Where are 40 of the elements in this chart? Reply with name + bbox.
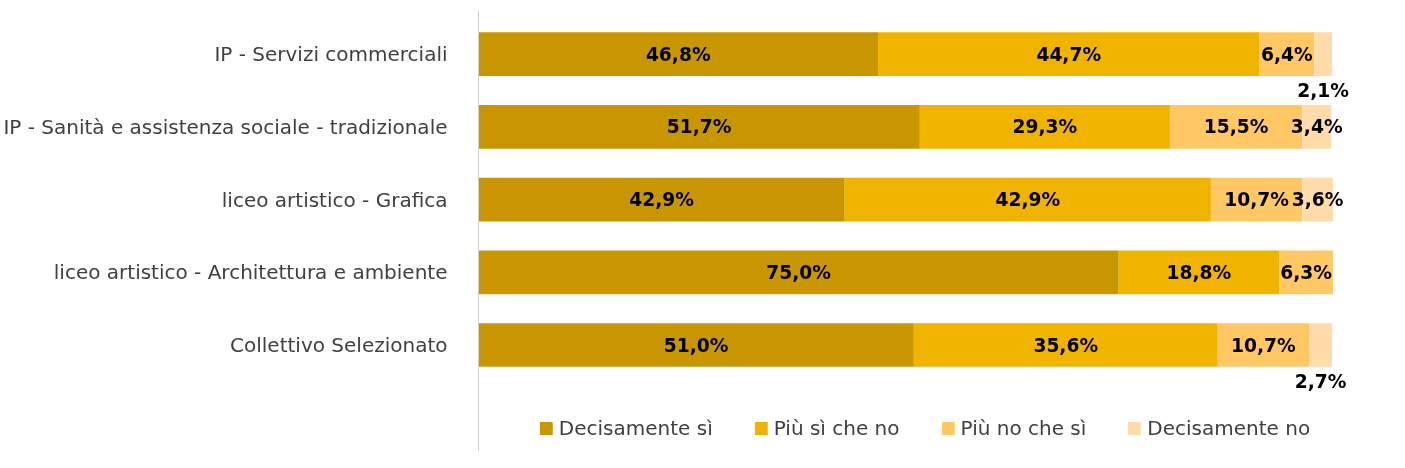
bar <box>1314 32 1333 76</box>
bar <box>1118 250 1280 295</box>
bar <box>1309 323 1333 367</box>
data-label: 42,9% <box>995 189 1061 211</box>
data-label: 3,6% <box>1291 189 1344 211</box>
legend-label: Decisamente no <box>1147 416 1311 440</box>
bar <box>844 177 1211 222</box>
data-label: 44,7% <box>1036 43 1102 65</box>
legend-label: Decisamente sì <box>558 416 713 440</box>
bar <box>877 32 1260 76</box>
data-label: 75,0% <box>766 261 832 283</box>
data-label: 51,0% <box>663 334 729 356</box>
data-label: 29,3% <box>1012 116 1078 138</box>
data-label: 3,4% <box>1290 116 1343 138</box>
data-label: 6,4% <box>1260 43 1314 65</box>
bar <box>919 105 1170 149</box>
data-label: 10,7% <box>1224 189 1290 211</box>
data-label: 10,7% <box>1231 334 1297 356</box>
bar <box>478 105 920 149</box>
data-label: 2,1% <box>1297 79 1350 101</box>
data-label: 46,8% <box>645 43 711 65</box>
data-label: 6,3% <box>1280 261 1333 283</box>
data-label: 35,6% <box>1033 334 1099 356</box>
data-label: 51,7% <box>666 116 732 138</box>
data-label: 15,5% <box>1203 116 1269 138</box>
bar <box>478 323 914 367</box>
bar <box>478 250 1119 295</box>
y-tick-label: IP - Servizi commerciali <box>214 42 448 67</box>
data-label: 2,7% <box>1294 370 1347 392</box>
legend-label: Più no che sì <box>960 416 1087 440</box>
bar <box>478 177 845 222</box>
y-tick-label: liceo artistico - Grafica <box>221 187 448 212</box>
data-label: 18,8% <box>1166 261 1232 283</box>
y-tick-label: liceo artistico - Architettura e ambiente <box>53 260 448 285</box>
y-tick-label: Collettivo Selezionato <box>230 333 448 358</box>
bar <box>478 32 878 76</box>
data-label: 42,9% <box>629 189 695 211</box>
bar <box>913 323 1218 367</box>
legend-label: Più sì che no <box>773 416 900 440</box>
y-tick-label: IP - Sanità e assistenza sociale - tradizionale <box>3 114 448 139</box>
